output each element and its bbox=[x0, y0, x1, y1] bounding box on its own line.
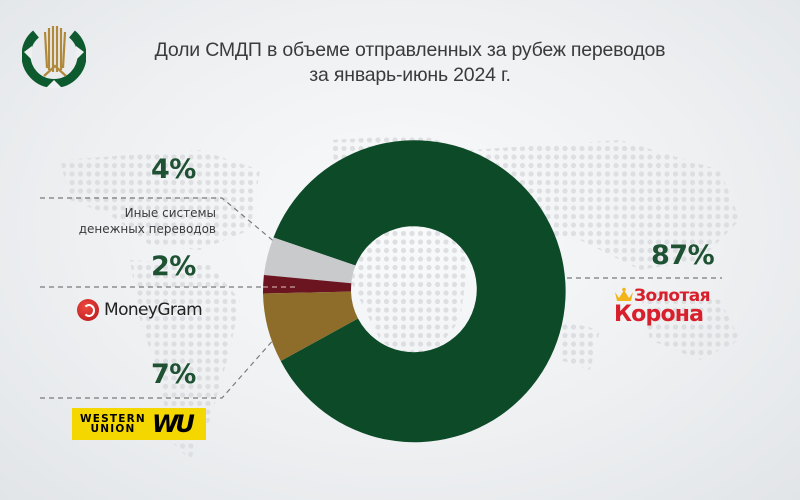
other-systems-label: Иные системы денежных переводов bbox=[30, 205, 216, 237]
moneygram-percent: 2% bbox=[151, 251, 196, 282]
segment-moneygram[interactable] bbox=[262, 275, 352, 294]
chart-title-line1: Доли СМДП в объеме отправленных за рубеж… bbox=[154, 39, 666, 61]
zolotaya-korona-line2: Корона bbox=[614, 302, 704, 327]
moneygram-circle-icon bbox=[77, 299, 99, 321]
chart-title: Доли СМДП в объеме отправленных за рубеж… bbox=[110, 38, 710, 88]
segment-other-systems[interactable] bbox=[263, 237, 356, 284]
zolotaya-korona-percent: 87% bbox=[651, 240, 715, 271]
zolotaya-korona-line1: Золотая bbox=[634, 286, 711, 306]
western-union-percent: 7% bbox=[151, 359, 196, 390]
donut-segments bbox=[262, 140, 566, 443]
moneygram-wordmark: MoneyGram bbox=[104, 300, 203, 320]
western-union-wu-mark-icon: WU bbox=[151, 410, 195, 438]
other-systems-label-line1: Иные системы bbox=[124, 206, 216, 220]
chart-title-line2: за январь-июнь 2024 г. bbox=[309, 64, 511, 86]
leader-line-western-union bbox=[40, 337, 276, 399]
other-systems-label-line2: денежных переводов bbox=[78, 222, 216, 236]
other-systems-percent: 4% bbox=[151, 154, 196, 185]
segment-zolotaya-korona[interactable] bbox=[273, 140, 566, 443]
crown-icon bbox=[615, 287, 633, 301]
moneygram-logo: MoneyGram bbox=[77, 295, 203, 325]
leader-line-other bbox=[40, 197, 296, 260]
western-union-line1: WESTERN bbox=[80, 413, 146, 425]
western-union-wordmark: WESTERN UNION bbox=[80, 413, 146, 435]
western-union-line2: UNION bbox=[90, 423, 136, 435]
western-union-logo: WESTERN UNION WU bbox=[72, 408, 206, 440]
national-bank-emblem-icon bbox=[22, 26, 86, 88]
segment-western-union[interactable] bbox=[263, 291, 358, 361]
